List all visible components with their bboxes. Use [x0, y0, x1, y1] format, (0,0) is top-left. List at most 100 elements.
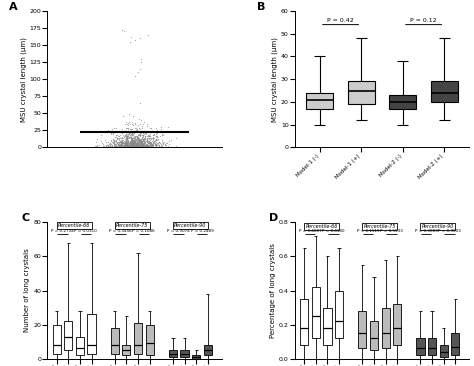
Point — [139, 129, 146, 135]
Point — [126, 143, 134, 149]
Point — [133, 139, 141, 145]
Point — [138, 143, 146, 149]
Point — [139, 134, 146, 140]
Point — [123, 136, 130, 142]
Point — [138, 139, 146, 145]
Point — [153, 134, 161, 140]
Point — [148, 143, 155, 149]
Point — [146, 129, 154, 135]
Point — [146, 133, 153, 139]
Point — [127, 139, 134, 145]
Point — [129, 137, 137, 143]
Point — [116, 143, 123, 149]
Point — [129, 143, 137, 149]
Point — [153, 141, 160, 147]
Point — [123, 142, 131, 147]
Point — [132, 142, 140, 147]
Point — [128, 139, 135, 145]
Point — [119, 143, 127, 149]
Point — [129, 138, 137, 144]
Point — [121, 141, 129, 146]
Point — [130, 138, 138, 143]
Point — [122, 135, 130, 141]
Point — [158, 143, 165, 149]
Point — [167, 137, 174, 142]
Point — [143, 137, 151, 142]
Point — [143, 141, 151, 147]
Point — [147, 141, 155, 147]
Point — [116, 139, 124, 145]
Point — [132, 144, 140, 150]
Point — [129, 143, 137, 149]
Point — [140, 137, 147, 143]
Point — [120, 128, 128, 134]
Point — [121, 143, 129, 149]
Point — [124, 144, 132, 150]
Point — [133, 142, 140, 148]
Point — [128, 139, 136, 145]
Point — [99, 143, 107, 149]
Point — [150, 136, 157, 142]
Point — [93, 142, 101, 148]
Point — [139, 144, 146, 150]
Point — [134, 133, 141, 139]
Point — [152, 125, 160, 131]
Point — [109, 136, 117, 142]
Point — [155, 139, 163, 145]
Point — [143, 137, 151, 143]
Point — [159, 144, 166, 150]
Point — [129, 138, 137, 143]
Point — [120, 143, 128, 149]
Point — [135, 144, 143, 150]
Point — [135, 135, 142, 141]
Point — [120, 140, 128, 146]
Point — [115, 143, 122, 149]
Point — [140, 144, 148, 150]
Point — [130, 138, 138, 144]
Point — [138, 132, 146, 138]
Point — [138, 143, 146, 149]
Point — [123, 135, 130, 141]
Point — [146, 140, 154, 146]
Point — [125, 135, 132, 141]
Point — [155, 136, 162, 142]
Point — [118, 129, 126, 135]
Point — [124, 143, 131, 149]
Bar — [431, 81, 458, 102]
Point — [102, 143, 110, 149]
Point — [131, 124, 139, 130]
Point — [111, 143, 119, 149]
Point — [137, 138, 144, 144]
Point — [132, 37, 139, 42]
Point — [140, 119, 147, 125]
Point — [134, 143, 142, 149]
Point — [111, 143, 118, 149]
Point — [116, 141, 123, 146]
Point — [155, 142, 163, 148]
Point — [105, 143, 112, 149]
Point — [136, 143, 144, 149]
Point — [158, 137, 165, 142]
Point — [133, 144, 141, 150]
Point — [139, 143, 146, 149]
Text: P = 0.1086: P = 0.1086 — [133, 229, 155, 234]
Point — [164, 144, 172, 150]
Point — [112, 132, 120, 138]
Point — [105, 143, 112, 149]
Point — [109, 130, 117, 136]
Point — [108, 142, 116, 148]
Point — [137, 130, 145, 136]
Point — [143, 143, 150, 149]
Point — [154, 144, 162, 150]
Point — [144, 121, 151, 127]
Point — [115, 141, 123, 147]
Point — [107, 141, 115, 146]
Point — [127, 139, 134, 145]
Point — [149, 139, 156, 145]
Point — [137, 144, 144, 150]
Point — [119, 113, 127, 119]
Point — [124, 139, 131, 145]
Point — [137, 142, 145, 148]
Point — [149, 140, 156, 146]
Point — [150, 138, 158, 143]
